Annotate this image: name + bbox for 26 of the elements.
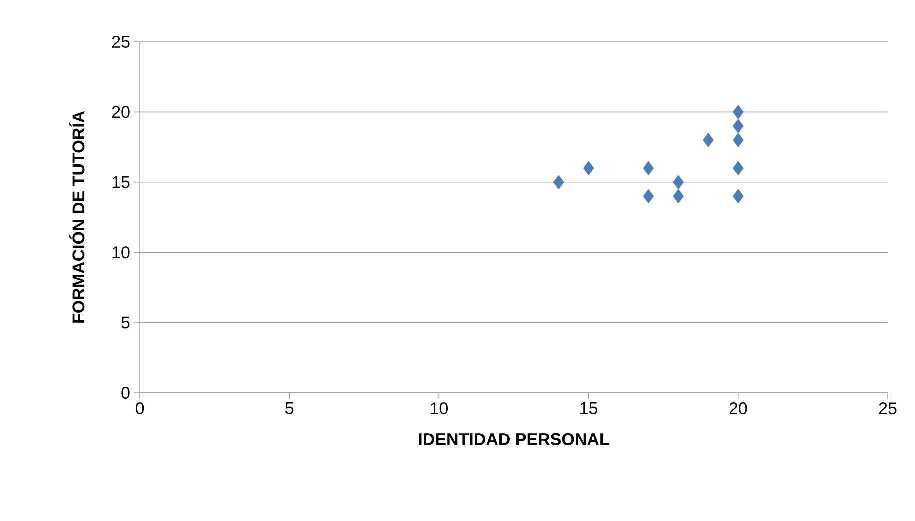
y-axis-title: FORMACIÓN DE TUTORÍA xyxy=(69,111,85,323)
x-tick-label: 20 xyxy=(730,402,748,415)
x-tick-label: 15 xyxy=(580,402,598,414)
point xyxy=(673,189,684,204)
x-tick-label: 0 xyxy=(136,402,144,415)
x-tick-label: 5 xyxy=(286,402,294,414)
point xyxy=(732,189,744,204)
y-tick-label: 10 xyxy=(112,246,130,259)
x-tick-label: 25 xyxy=(879,402,897,415)
point xyxy=(553,175,564,190)
point xyxy=(643,189,654,204)
y-tick-label: 25 xyxy=(112,36,130,48)
y-tick-label: 5 xyxy=(122,316,130,329)
point xyxy=(732,133,744,148)
y-tick-label: 0 xyxy=(122,386,130,400)
point xyxy=(583,161,594,176)
point xyxy=(673,175,684,190)
point xyxy=(732,104,744,120)
y-tick-label: 20 xyxy=(112,106,130,118)
point xyxy=(732,161,744,176)
point xyxy=(703,133,714,148)
point xyxy=(643,161,654,176)
x-axis-title: IDENTIDAD PERSONAL xyxy=(419,433,610,446)
x-tick-label: 10 xyxy=(431,402,448,415)
y-tick-label: 15 xyxy=(112,176,130,188)
point xyxy=(732,119,744,134)
